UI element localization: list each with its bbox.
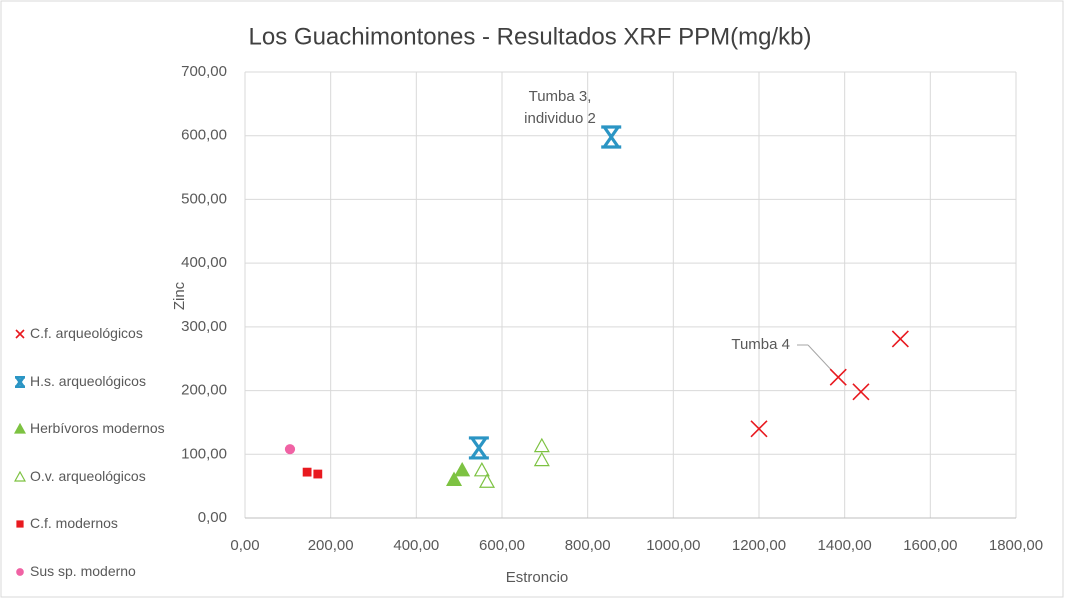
- legend-item: C.f. modernos: [14, 512, 174, 535]
- legend-label: O.v. arqueológicos: [30, 467, 146, 484]
- legend-swatch: [14, 423, 26, 434]
- legend-label: C.f. arqueológicos: [30, 325, 143, 341]
- triangle-marker: [14, 470, 26, 482]
- legend-label: Sus sp. moderno: [30, 562, 136, 579]
- y-tick-label: 0,00: [198, 509, 227, 526]
- x-tick-label: 1600,00: [903, 537, 957, 554]
- y-tick-label: 600,00: [181, 127, 227, 144]
- y-tick-label: 400,00: [181, 254, 227, 271]
- triangle-marker: [533, 437, 550, 453]
- square-marker: [302, 467, 312, 477]
- circle-marker: [16, 567, 24, 576]
- annotation: Tumba 3,: [529, 88, 592, 105]
- y-tick-label: 200,00: [181, 382, 227, 399]
- y-tick-label: 500,00: [181, 190, 227, 207]
- legend-label: C.f. modernos: [30, 515, 118, 531]
- legend-swatch: [16, 520, 24, 528]
- y-tick-label: 700,00: [181, 63, 227, 80]
- triangle-marker: [478, 473, 496, 488]
- x-tick-label: 400,00: [393, 537, 439, 554]
- legend-swatch: [15, 329, 25, 339]
- x-tick-label: 1000,00: [646, 537, 700, 554]
- chart-title: Los Guachimontones - Resultados XRF PPM(…: [249, 23, 812, 50]
- y-tick-label: 100,00: [181, 445, 227, 462]
- circle-marker: [284, 444, 296, 455]
- legend-item: H.s. arqueológicos: [14, 370, 174, 393]
- x-marker: [829, 368, 847, 386]
- x-tick-label: 1200,00: [732, 537, 786, 554]
- y-axis-label: Zinc: [171, 281, 188, 310]
- annotation: individuo 2: [524, 110, 596, 127]
- square-marker: [313, 469, 323, 479]
- triangle-marker: [446, 471, 463, 486]
- square-marker: [16, 520, 24, 528]
- legend-swatch: [16, 567, 24, 576]
- x-marker: [15, 329, 25, 339]
- legend-swatch: [15, 375, 25, 388]
- legend-item: Herbívoros modernos: [14, 417, 174, 440]
- x-marker: [891, 330, 909, 348]
- x-tick-label: 1800,00: [989, 537, 1043, 554]
- x-tick-label: 800,00: [565, 537, 611, 554]
- x-tick-label: 200,00: [308, 537, 354, 554]
- x-tick-label: 600,00: [479, 537, 525, 554]
- x-axis-label: Estroncio: [506, 569, 569, 586]
- x-tick-label: 0,00: [230, 537, 259, 554]
- legend-label: Herbívoros modernos: [30, 420, 165, 436]
- asterisk-marker: [468, 436, 489, 460]
- legend-item: C.f. arqueológicos: [14, 322, 174, 345]
- triangle-marker: [533, 451, 550, 467]
- asterisk-marker: [15, 375, 25, 388]
- triangle-marker: [454, 461, 471, 477]
- annotation: Tumba 4: [731, 336, 790, 353]
- triangle-marker: [14, 423, 26, 434]
- legend-item: O.v. arqueológicos: [14, 465, 174, 488]
- x-tick-label: 1400,00: [818, 537, 872, 554]
- asterisk-marker: [601, 125, 622, 149]
- legend-swatch: [14, 470, 26, 482]
- x-marker: [750, 420, 768, 438]
- legend-label: H.s. arqueológicos: [30, 372, 146, 389]
- x-marker: [852, 383, 870, 401]
- legend-item: Sus sp. moderno: [14, 560, 174, 583]
- y-tick-label: 300,00: [181, 318, 227, 335]
- triangle-marker: [473, 461, 490, 477]
